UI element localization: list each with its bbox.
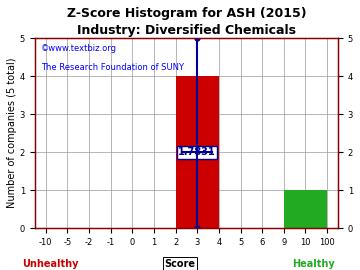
Text: Score: Score <box>165 259 195 269</box>
Title: Z-Score Histogram for ASH (2015)
Industry: Diversified Chemicals: Z-Score Histogram for ASH (2015) Industr… <box>67 7 306 37</box>
Y-axis label: Number of companies (5 total): Number of companies (5 total) <box>7 58 17 208</box>
Text: ©www.textbiz.org: ©www.textbiz.org <box>41 44 117 53</box>
Text: The Research Foundation of SUNY: The Research Foundation of SUNY <box>41 63 184 72</box>
Text: 1.7831: 1.7831 <box>179 147 216 157</box>
Bar <box>176 76 219 228</box>
Bar <box>284 190 327 228</box>
Text: Healthy: Healthy <box>292 259 334 269</box>
Text: Unhealthy: Unhealthy <box>22 259 78 269</box>
